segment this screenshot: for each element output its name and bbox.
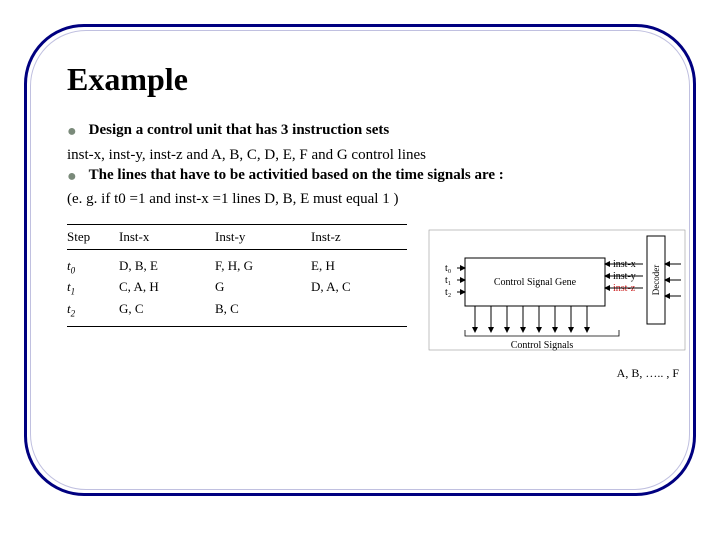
bullet-list: ● Design a control unit that has 3 instr…	[67, 120, 653, 210]
bullet-1: Design a control unit that has 3 instruc…	[89, 120, 390, 140]
col-instx: Inst-x	[119, 229, 215, 245]
bullet-dot: ●	[67, 166, 77, 188]
bullet-2: The lines that have to be activitied bas…	[89, 165, 504, 185]
table-header: Step Inst-x Inst-y Inst-z	[67, 224, 407, 250]
col-instz: Inst-z	[311, 229, 407, 245]
table-row: t2G, CB, C	[67, 299, 407, 321]
signals-label: A, B, ….. , F	[617, 366, 679, 381]
block-diagram: Control Signal GeneDecodert₀t₁t₂inst-xin…	[419, 224, 689, 369]
svg-text:Control Signal Gene: Control Signal Gene	[494, 277, 577, 288]
svg-text:t₂: t₂	[445, 287, 451, 298]
svg-text:Decoder: Decoder	[651, 264, 661, 294]
page-title: Example	[67, 61, 653, 98]
col-insty: Inst-y	[215, 229, 311, 245]
svg-text:t₁: t₁	[445, 275, 451, 286]
svg-text:t₀: t₀	[445, 263, 452, 274]
bullet-1-sub: inst-x, inst-y, inst-z and A, B, C, D, E…	[67, 145, 653, 165]
svg-text:Control Signals: Control Signals	[511, 340, 574, 351]
bullet-dot: ●	[67, 121, 77, 143]
table-row: t0D, B, EF, H, GE, H	[67, 256, 407, 278]
instruction-table: Step Inst-x Inst-y Inst-z t0D, B, EF, H,…	[67, 224, 407, 369]
bullet-2-sub: (e. g. if t0 =1 and inst-x =1 lines D, B…	[67, 189, 653, 209]
col-step: Step	[67, 229, 119, 245]
table-row: t1C, A, HGD, A, C	[67, 277, 407, 299]
